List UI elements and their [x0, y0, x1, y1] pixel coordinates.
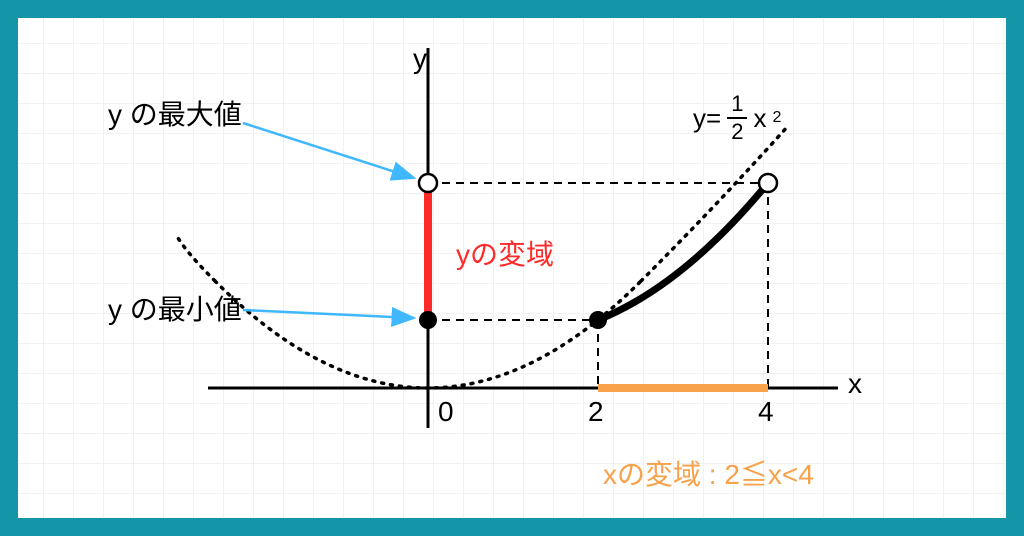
- y-range-label: yの変域: [456, 233, 554, 273]
- frame-border: y x 0 2 4 y の最大値 y の最小値 yの変域 xの変域 : 2≦x<…: [0, 0, 1024, 536]
- y-axis-label: y: [413, 43, 427, 75]
- eq-exponent: 2: [772, 109, 781, 127]
- eq-prefix: y=: [693, 103, 721, 134]
- point-x4-open: [759, 174, 777, 192]
- chart-area: y x 0 2 4 y の最大値 y の最小値 yの変域 xの変域 : 2≦x<…: [18, 18, 1006, 518]
- point-yaxis-filled: [419, 311, 437, 329]
- eq-numerator: 1: [727, 93, 747, 117]
- eq-var: x: [753, 103, 766, 134]
- tick-4-label: 4: [758, 396, 774, 428]
- point-x2-filled: [589, 311, 607, 329]
- point-yaxis-open: [419, 174, 437, 192]
- eq-fraction: 1 2: [727, 93, 747, 143]
- parabola-solid-arc: [598, 183, 768, 320]
- x-axis-label: x: [848, 368, 862, 400]
- x-range-label: xの変域 : 2≦x<4: [603, 453, 814, 493]
- y-max-label: y の最大値: [108, 93, 242, 133]
- arrow-ymin: [243, 310, 414, 318]
- origin-label: 0: [438, 396, 454, 428]
- y-min-label: y の最小値: [108, 288, 242, 328]
- eq-denominator: 2: [727, 117, 747, 143]
- tick-2-label: 2: [588, 396, 604, 428]
- equation-label: y= 1 2 x 2: [693, 93, 781, 143]
- arrow-ymax: [243, 123, 414, 178]
